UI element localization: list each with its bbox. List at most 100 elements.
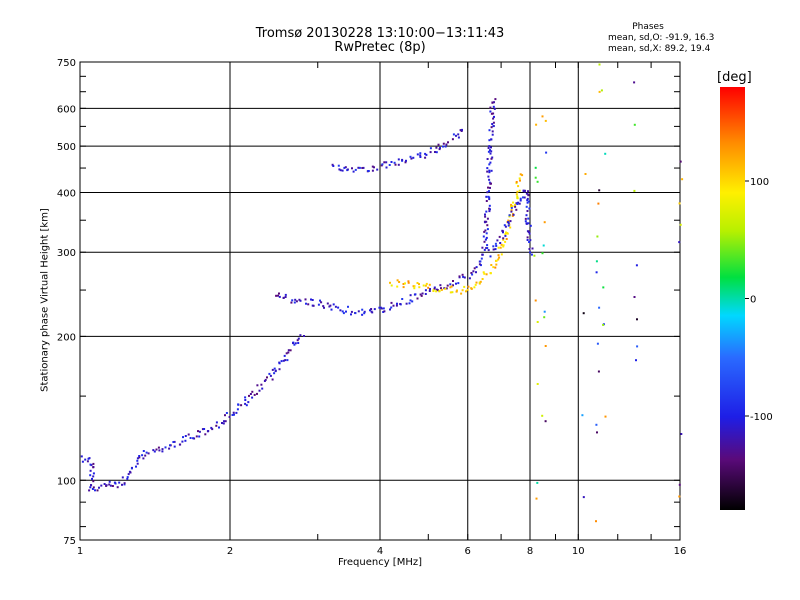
data-point: [679, 160, 682, 163]
data-point: [515, 181, 518, 183]
data-point: [596, 235, 599, 238]
data-point: [543, 221, 546, 224]
data-point: [595, 520, 597, 523]
data-point: [484, 221, 486, 224]
data-point: [251, 390, 254, 393]
data-point: [147, 452, 150, 455]
data-point: [525, 205, 528, 208]
data-point: [433, 287, 436, 290]
data-point: [439, 284, 442, 287]
data-point: [536, 180, 539, 183]
data-point: [584, 173, 587, 175]
data-point: [278, 292, 280, 295]
data-point: [237, 403, 240, 406]
data-point: [497, 254, 500, 257]
data-point: [280, 360, 283, 363]
x-tick-label: 10: [572, 546, 585, 557]
data-point: [526, 197, 529, 200]
data-point: [103, 483, 106, 485]
data-point: [256, 384, 259, 387]
data-point: [486, 191, 489, 194]
data-point: [91, 477, 93, 480]
data-point: [277, 294, 279, 297]
data-point: [414, 293, 417, 296]
data-point: [510, 203, 513, 206]
data-point: [210, 426, 213, 429]
data-point: [341, 310, 344, 313]
data-point: [482, 235, 485, 238]
data-point: [486, 217, 489, 220]
data-point: [511, 205, 514, 208]
data-point: [515, 193, 518, 196]
data-point: [517, 201, 520, 204]
data-point: [323, 306, 325, 309]
data-point: [444, 145, 447, 148]
data-point: [204, 433, 207, 436]
data-point: [446, 284, 449, 287]
data-point: [244, 402, 247, 405]
data-point: [457, 133, 460, 136]
data-point: [294, 298, 297, 301]
data-point: [636, 318, 638, 321]
data-point: [409, 155, 412, 158]
data-point: [457, 136, 460, 139]
data-point: [489, 272, 492, 275]
data-point: [680, 433, 683, 435]
data-point: [264, 378, 267, 381]
data-point: [388, 164, 391, 166]
data-point: [223, 420, 225, 423]
grid: [80, 62, 680, 540]
data-point: [526, 201, 529, 204]
data-point: [472, 270, 475, 273]
data-point: [291, 299, 294, 302]
data-point: [465, 290, 467, 293]
data-point: [507, 221, 509, 224]
data-point: [466, 288, 469, 291]
data-point: [247, 401, 250, 404]
data-point: [425, 153, 428, 156]
data-point: [488, 181, 491, 184]
data-point: [461, 273, 464, 276]
data-point: [282, 296, 285, 299]
data-point: [535, 123, 538, 126]
data-point: [497, 258, 500, 261]
data-point: [489, 161, 492, 164]
x-tick-label: 2: [227, 546, 233, 557]
data-point: [508, 215, 511, 218]
data-point: [678, 483, 681, 486]
data-point: [407, 280, 410, 283]
data-point: [516, 190, 519, 193]
data-point: [393, 161, 396, 164]
data-point: [142, 450, 145, 452]
data-point: [519, 197, 522, 200]
data-point: [289, 349, 292, 352]
data-point: [396, 285, 399, 288]
data-point: [527, 222, 530, 225]
data-point: [679, 223, 682, 226]
data-point: [354, 168, 357, 171]
data-point: [339, 169, 342, 172]
data-point: [89, 474, 92, 477]
data-point: [488, 196, 491, 199]
data-point: [80, 455, 83, 458]
data-point: [511, 214, 514, 217]
data-point: [495, 263, 498, 266]
data-point: [485, 210, 488, 213]
data-point: [678, 495, 681, 498]
data-point: [440, 288, 443, 291]
data-point: [145, 451, 148, 454]
data-point: [152, 449, 155, 452]
data-point: [452, 280, 454, 282]
data-point: [338, 168, 341, 171]
colorbar-label: [deg]: [717, 70, 752, 85]
data-point: [268, 372, 271, 375]
data-point: [595, 423, 598, 426]
data-point: [326, 302, 329, 305]
data-point: [330, 308, 333, 311]
data-point: [329, 304, 332, 307]
data-point: [633, 189, 636, 192]
data-point: [409, 294, 412, 297]
data-point: [604, 152, 607, 155]
data-point: [422, 284, 425, 287]
data-point: [510, 206, 513, 209]
